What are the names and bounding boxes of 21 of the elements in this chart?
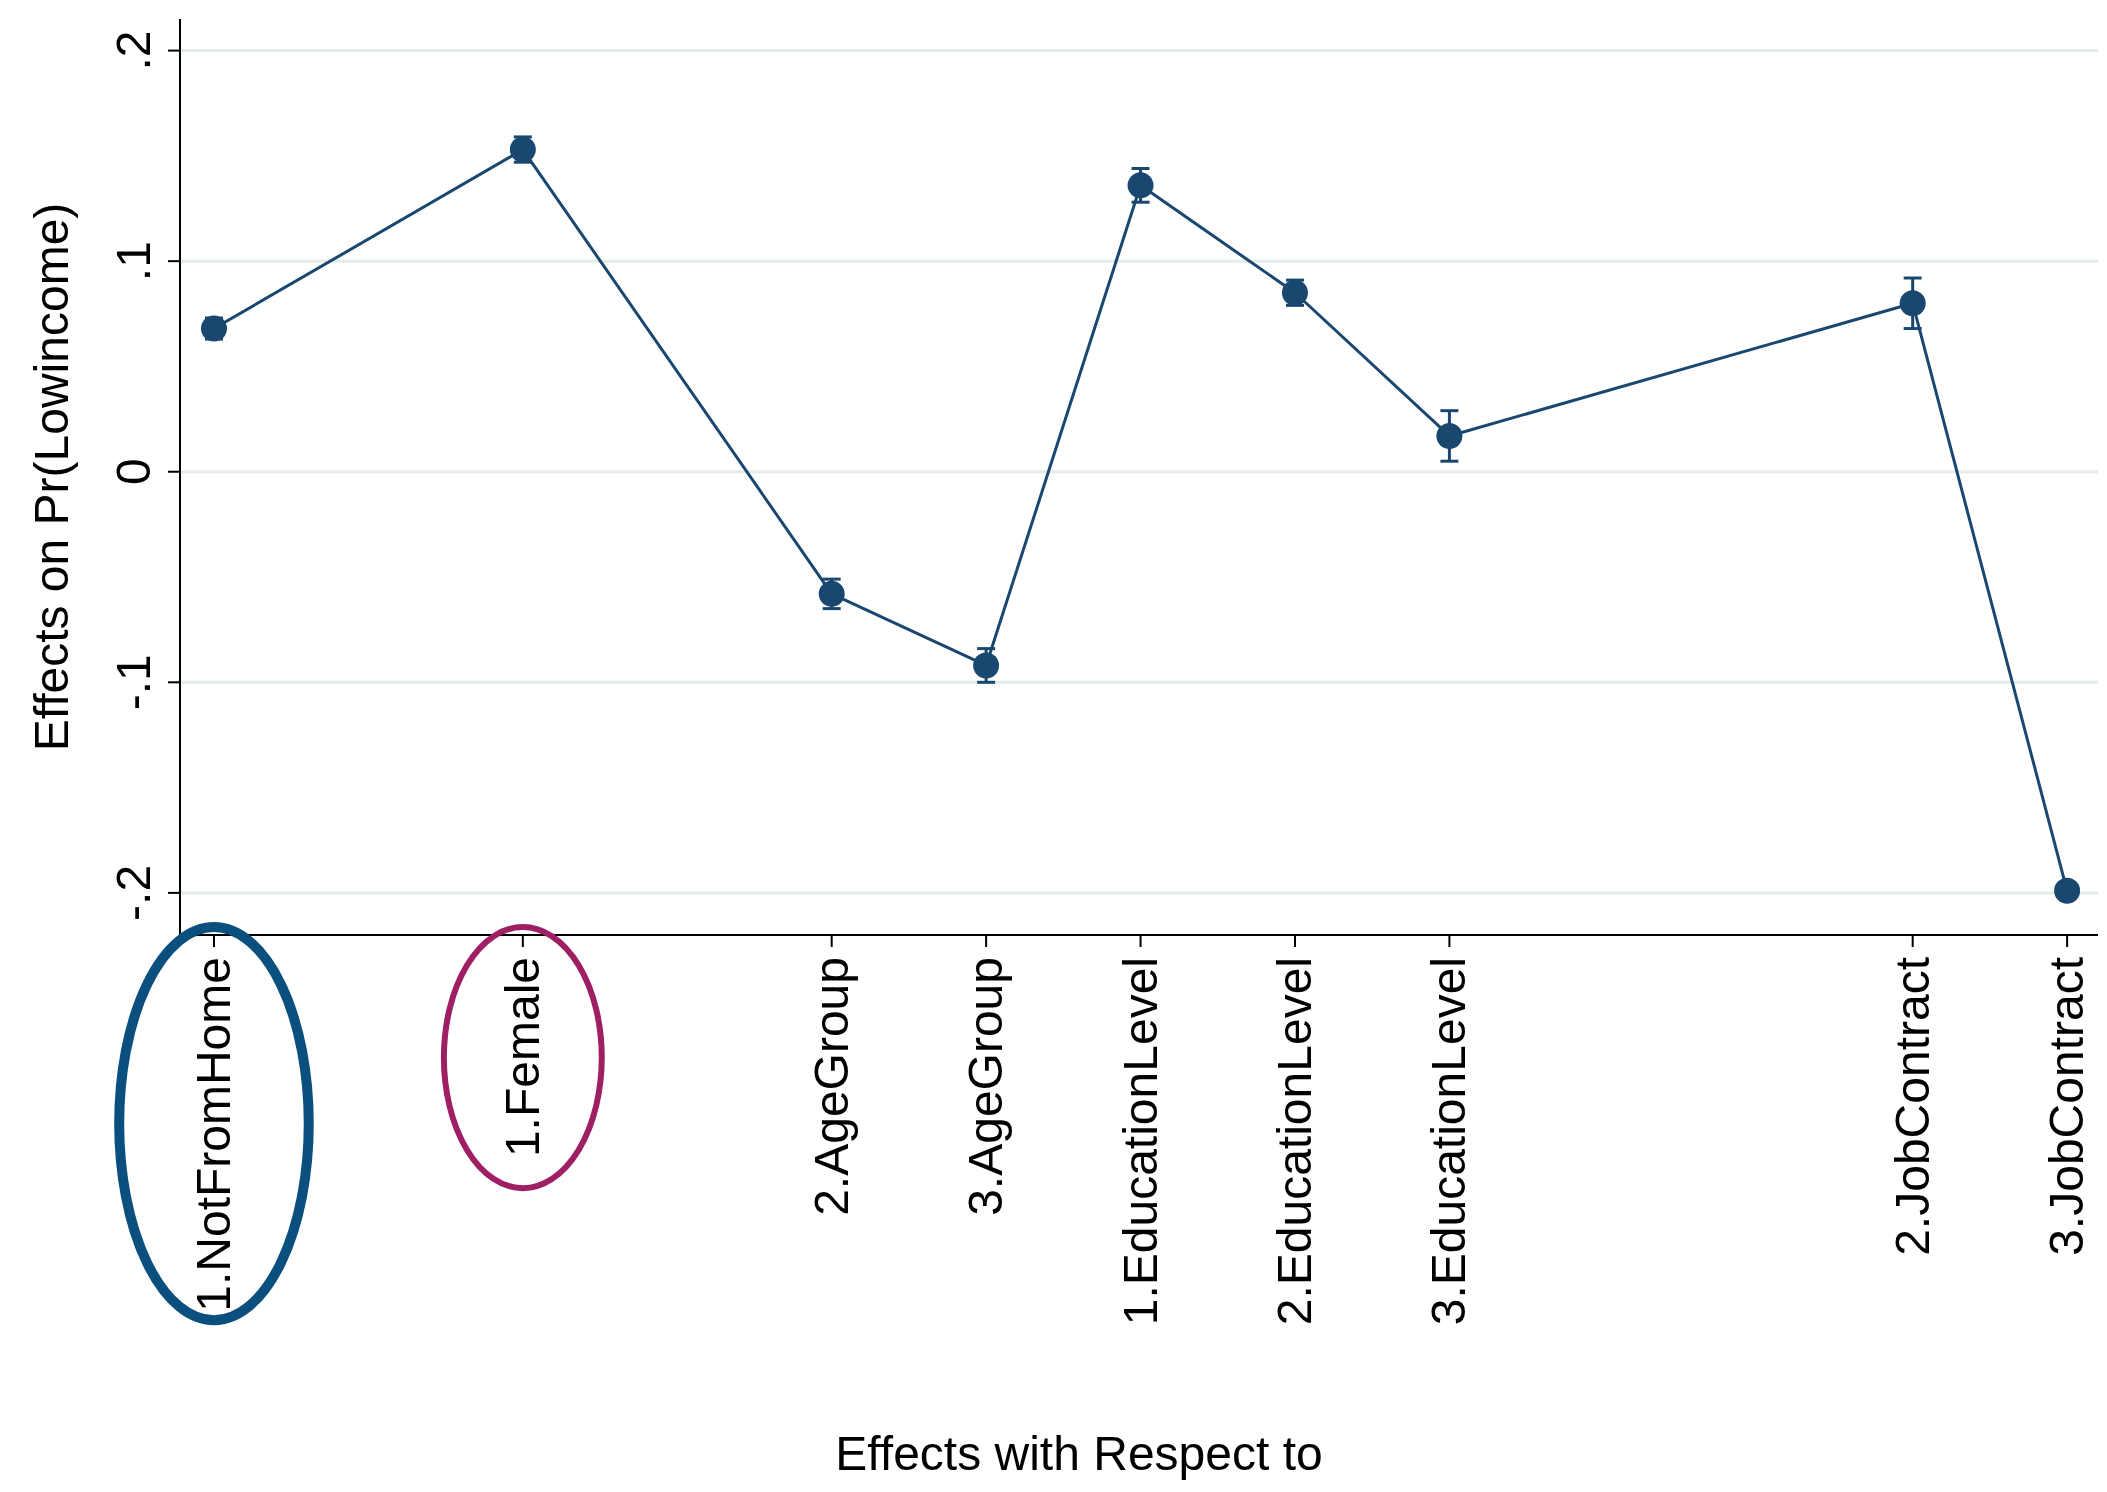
y-tick-label: 0 — [107, 458, 160, 486]
x-tick-label: 2.AgeGroup — [804, 957, 858, 1216]
x-tick-label: 1.NotFromHome — [186, 957, 240, 1312]
x-tick-label: 2.JobContract — [1885, 957, 1939, 1256]
y-tick-label: .1 — [107, 241, 160, 282]
x-tick-label: 1.EducationLevel — [1113, 957, 1167, 1326]
point — [2054, 877, 2081, 904]
x-tick-label: 3.EducationLevel — [1422, 957, 1476, 1326]
point — [1436, 422, 1463, 449]
x-axis-title: Effects with Respect to — [835, 1427, 1323, 1480]
y-tick-label: .2 — [107, 30, 160, 71]
y-tick-label: -.2 — [107, 864, 160, 921]
y-axis-title: Effects on Pr(Lowincome) — [25, 202, 78, 752]
x-tick-label: 2.EducationLevel — [1267, 957, 1321, 1326]
point — [1127, 172, 1154, 199]
x-tick-label: 1.Female — [495, 957, 549, 1158]
y-tick-label: -.1 — [107, 654, 160, 711]
point — [1899, 290, 1926, 317]
x-tick-label: 3.AgeGroup — [959, 957, 1013, 1216]
point — [973, 652, 1000, 679]
x-tick-label: 3.JobContract — [2040, 957, 2094, 1256]
